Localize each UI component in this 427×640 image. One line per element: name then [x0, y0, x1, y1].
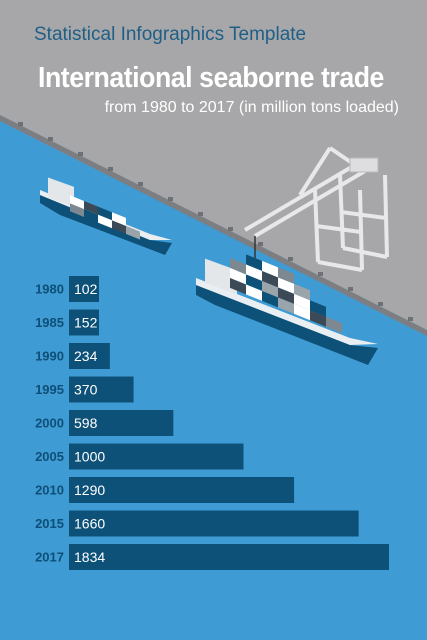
year-tick-label: 1990 — [35, 349, 64, 364]
small-container-ship-icon — [40, 177, 172, 255]
dock-bollards — [18, 122, 413, 321]
bar — [69, 343, 110, 369]
bar — [69, 477, 295, 503]
bar-value-label: 598 — [74, 415, 98, 431]
dock-edge — [0, 115, 427, 336]
year-tick-label: 2000 — [35, 416, 64, 431]
year-tick-label: 1980 — [35, 282, 64, 297]
bar-value-label: 1834 — [74, 549, 105, 565]
bar-value-label: 152 — [74, 315, 98, 331]
bar-value-label: 1660 — [74, 516, 105, 532]
year-tick-label: 1985 — [35, 315, 64, 330]
bar — [69, 443, 244, 470]
dock-area — [0, 0, 427, 330]
bar-value-label: 1290 — [74, 482, 105, 498]
bar — [69, 376, 134, 403]
crane-cab — [349, 157, 379, 173]
bar — [69, 510, 359, 537]
large-container-ship-icon — [196, 254, 378, 365]
bar-value-label: 102 — [74, 281, 98, 297]
bar-value-label: 234 — [74, 348, 98, 364]
bar — [69, 544, 389, 570]
year-tick-label: 2015 — [35, 516, 64, 531]
year-tick-label: 2005 — [35, 449, 64, 464]
bar — [69, 276, 99, 302]
bar — [69, 410, 174, 436]
bar-value-label: 370 — [74, 382, 98, 398]
bar — [69, 309, 99, 336]
year-tick-label: 2017 — [35, 550, 64, 565]
page-title: International seaborne trade — [38, 62, 384, 94]
year-tick-label: 2010 — [35, 483, 64, 498]
page-subtitle: from 1980 to 2017 (in million tons loade… — [104, 99, 399, 116]
year-tick-label: 1995 — [35, 382, 64, 397]
gantry-crane-icon — [243, 146, 389, 272]
template-label: Statistical Infographics Template — [34, 24, 307, 45]
bar-value-label: 1000 — [74, 449, 105, 465]
